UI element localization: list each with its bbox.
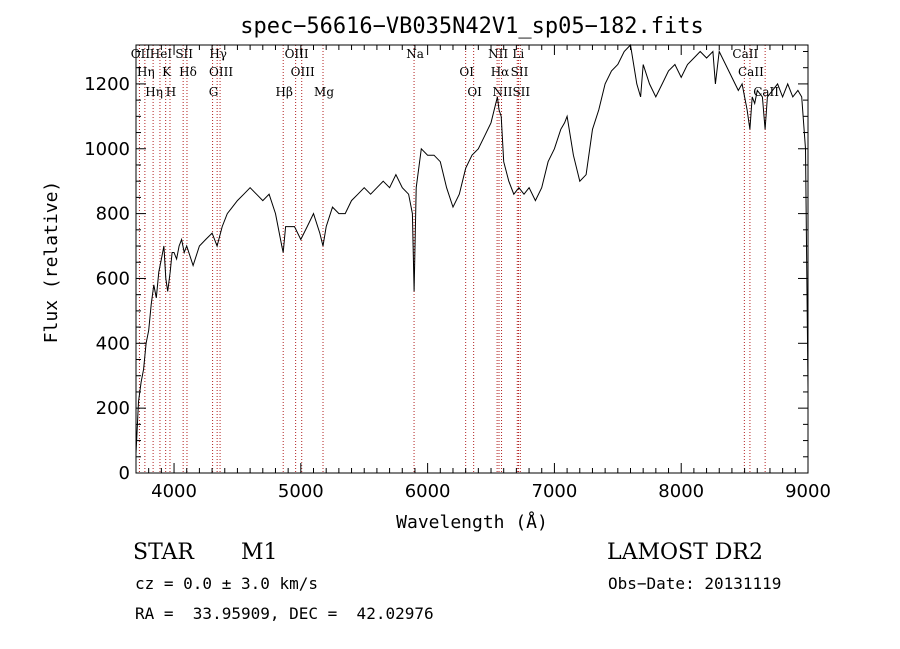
line-label: OIII — [291, 65, 315, 79]
line-label: OI — [467, 85, 482, 99]
y-tick-label: 1200 — [84, 74, 130, 95]
line-label: Hβ — [276, 85, 293, 99]
line-label: OIII — [285, 47, 309, 61]
x-tick-label: 5000 — [278, 481, 324, 502]
line-label: K — [162, 65, 172, 79]
line-label: G — [209, 85, 219, 99]
line-label: CaII — [738, 65, 764, 79]
obs-date: Obs−Date: 20131119 — [608, 574, 782, 593]
line-markers — [138, 45, 766, 473]
x-tick-label: 7000 — [532, 481, 578, 502]
line-label: CaII — [753, 85, 779, 99]
line-label: CaII — [732, 47, 758, 61]
survey-name: LAMOST DR2 — [607, 540, 763, 565]
y-tick-label: 1000 — [84, 139, 130, 160]
x-axis-label: Wavelength (Å) — [396, 511, 548, 533]
line-label: Na — [406, 47, 424, 61]
spectrum-line — [135, 43, 809, 454]
redshift-readout: cz = 0.0 ± 3.0 km/s — [135, 574, 319, 593]
x-tick-label: 6000 — [405, 481, 451, 502]
y-tick-label: 0 — [119, 463, 130, 484]
y-axis: 0 200 400 600 800 1000 1200 — [84, 50, 808, 484]
y-tick-label: 200 — [96, 398, 130, 419]
line-labels: OII Hη Hη HeI KH SII Hδ G Hγ OIII Hβ OIII OIII Mg Na OI… — [131, 47, 780, 99]
object-class: STAR — [133, 540, 194, 565]
line-label: Hδ — [179, 65, 197, 79]
x-tick-label: 8000 — [658, 481, 704, 502]
y-tick-label: 800 — [96, 204, 130, 225]
plot-frame — [135, 44, 809, 474]
x-tick-label: 4000 — [151, 481, 197, 502]
line-label: OII — [131, 47, 151, 61]
spectrum-chart: spec−56616−VB035N42V1_sp05−182.fits OIIH… — [41, 14, 831, 533]
line-label: Hη — [137, 65, 155, 79]
object-subclass: M1 — [241, 540, 278, 565]
x-tick-label: 9000 — [785, 481, 831, 502]
x-axis: 4000 5000 6000 7000 8000 9000 — [135, 45, 831, 502]
line-label: SII — [175, 47, 193, 61]
line-label: SII — [511, 65, 529, 79]
line-label: HeI — [150, 47, 173, 61]
line-label: Mg — [314, 85, 334, 99]
line-label: SII — [512, 85, 530, 99]
line-label: Hη — [145, 85, 163, 99]
line-label: NII — [488, 47, 508, 61]
chart-title: spec−56616−VB035N42V1_sp05−182.fits — [240, 14, 704, 39]
line-label: Hγ — [209, 47, 227, 61]
line-label: OIII — [209, 65, 233, 79]
line-label: Li — [512, 47, 524, 61]
line-label: OI — [459, 65, 474, 79]
line-label: H — [166, 85, 176, 99]
coordinates: RA = 33.95909, DEC = 42.02976 — [135, 604, 434, 623]
line-label: Hα — [491, 65, 510, 79]
y-tick-label: 400 — [96, 333, 130, 354]
y-axis-label: Flux (relative) — [41, 181, 62, 344]
line-label: NII — [493, 85, 513, 99]
y-tick-label: 600 — [96, 268, 130, 289]
